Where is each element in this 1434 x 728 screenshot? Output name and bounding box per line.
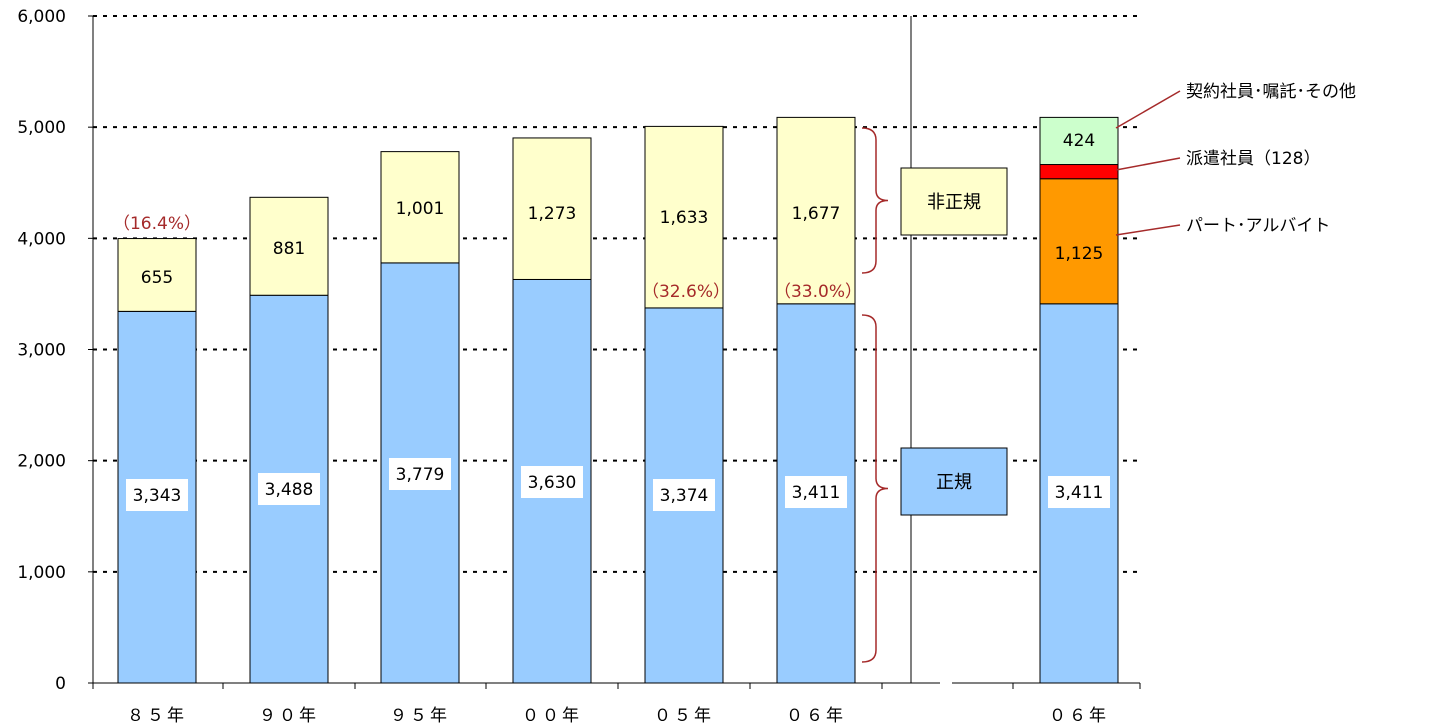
bar-nonregular: [117, 238, 197, 312]
breakdown-segment: [1039, 178, 1119, 305]
annotations: （16.4%） （32.6%） （33.0%） 契約社員･嘱託･その他派遣社員（128…: [113, 82, 1356, 663]
x-tick-label-breakdown: ０６年: [1049, 706, 1109, 726]
data-label-regular-bg: [389, 458, 451, 490]
nonregular-box-label: 非正規: [927, 192, 981, 213]
data-label-regular-bg: [258, 473, 320, 505]
nonregular-box: [900, 167, 1008, 236]
data-label-regular-bg: [126, 479, 188, 511]
axes: 0 1,000 2,000 3,000 4,000 5,000 6,000: [17, 7, 1141, 694]
bar-nonregular: [644, 125, 724, 309]
x-tick-label: ８５年: [127, 706, 187, 726]
data-label-regular: 3,411: [792, 483, 841, 503]
regular-box: [900, 447, 1008, 516]
breakdown-segment: [1039, 164, 1119, 180]
data-label-nonregular: 1,001: [396, 199, 445, 219]
bar-nonregular: [249, 196, 329, 296]
bar-nonregular: [512, 137, 592, 280]
y-tick-label: 5,000: [17, 118, 66, 138]
data-label-regular: 3,488: [265, 480, 314, 500]
ratio-label: （33.0%）: [774, 282, 862, 302]
data-label-nonregular: 881: [273, 239, 305, 259]
breakdown-label: 424: [1063, 131, 1095, 151]
data-label-regular: 3,779: [396, 465, 445, 485]
data-label-nonregular: 1,633: [660, 208, 709, 228]
data-label-regular: 3,630: [528, 473, 577, 493]
data-label-regular-bg: [653, 479, 715, 511]
bar-nonregular: [380, 151, 460, 264]
data-label-nonregular: 655: [141, 268, 173, 288]
x-tick-label: ０６年: [786, 706, 846, 726]
data-label-nonregular: 1,273: [528, 204, 577, 224]
data-label-regular: 3,374: [660, 486, 709, 506]
x-tick-label: ０５年: [654, 706, 714, 726]
leader-line: [1115, 157, 1181, 171]
leader-line: [1115, 90, 1181, 129]
data-label-regular-bg: [785, 476, 847, 508]
y-tick-label: 4,000: [17, 229, 66, 249]
data-label-regular-bg: [521, 466, 583, 498]
y-tick-label: 6,000: [17, 7, 66, 27]
leader-line: [1115, 224, 1181, 236]
y-tick-label: 0: [55, 674, 66, 694]
legend-label: 契約社員･嘱託･その他: [1186, 82, 1356, 102]
ratio-label: （16.4%）: [113, 214, 201, 234]
y-tick-label: 2,000: [17, 452, 66, 472]
labels: 3,343 655 ８５年 3,488 881 ９０年 3,779 1,001 ９５年 3,630…: [126, 131, 1110, 726]
brace-regular: [861, 314, 889, 663]
brace-nonregular: [861, 127, 889, 274]
regular-box-label: 正規: [936, 472, 972, 493]
breakdown-label-bg: [1048, 476, 1110, 508]
breakdown-label: 1,125: [1055, 244, 1104, 264]
breakdown-segment: [1039, 116, 1119, 166]
data-label-nonregular: 1,677: [792, 204, 841, 224]
legend-label: 派遣社員（128）: [1186, 149, 1320, 169]
x-tick-label: ００年: [522, 706, 582, 726]
y-tick-label: 1,000: [17, 563, 66, 583]
bar-nonregular: [776, 116, 856, 305]
breakdown-label: 3,411: [1055, 483, 1104, 503]
data-label-regular: 3,343: [133, 486, 182, 506]
legend-label: パート･アルバイト: [1186, 216, 1330, 236]
ratio-label: （32.6%）: [642, 282, 730, 302]
y-tick-label: 3,000: [17, 341, 66, 361]
x-tick-label: ９０年: [259, 706, 319, 726]
x-tick-label: ９５年: [390, 706, 450, 726]
